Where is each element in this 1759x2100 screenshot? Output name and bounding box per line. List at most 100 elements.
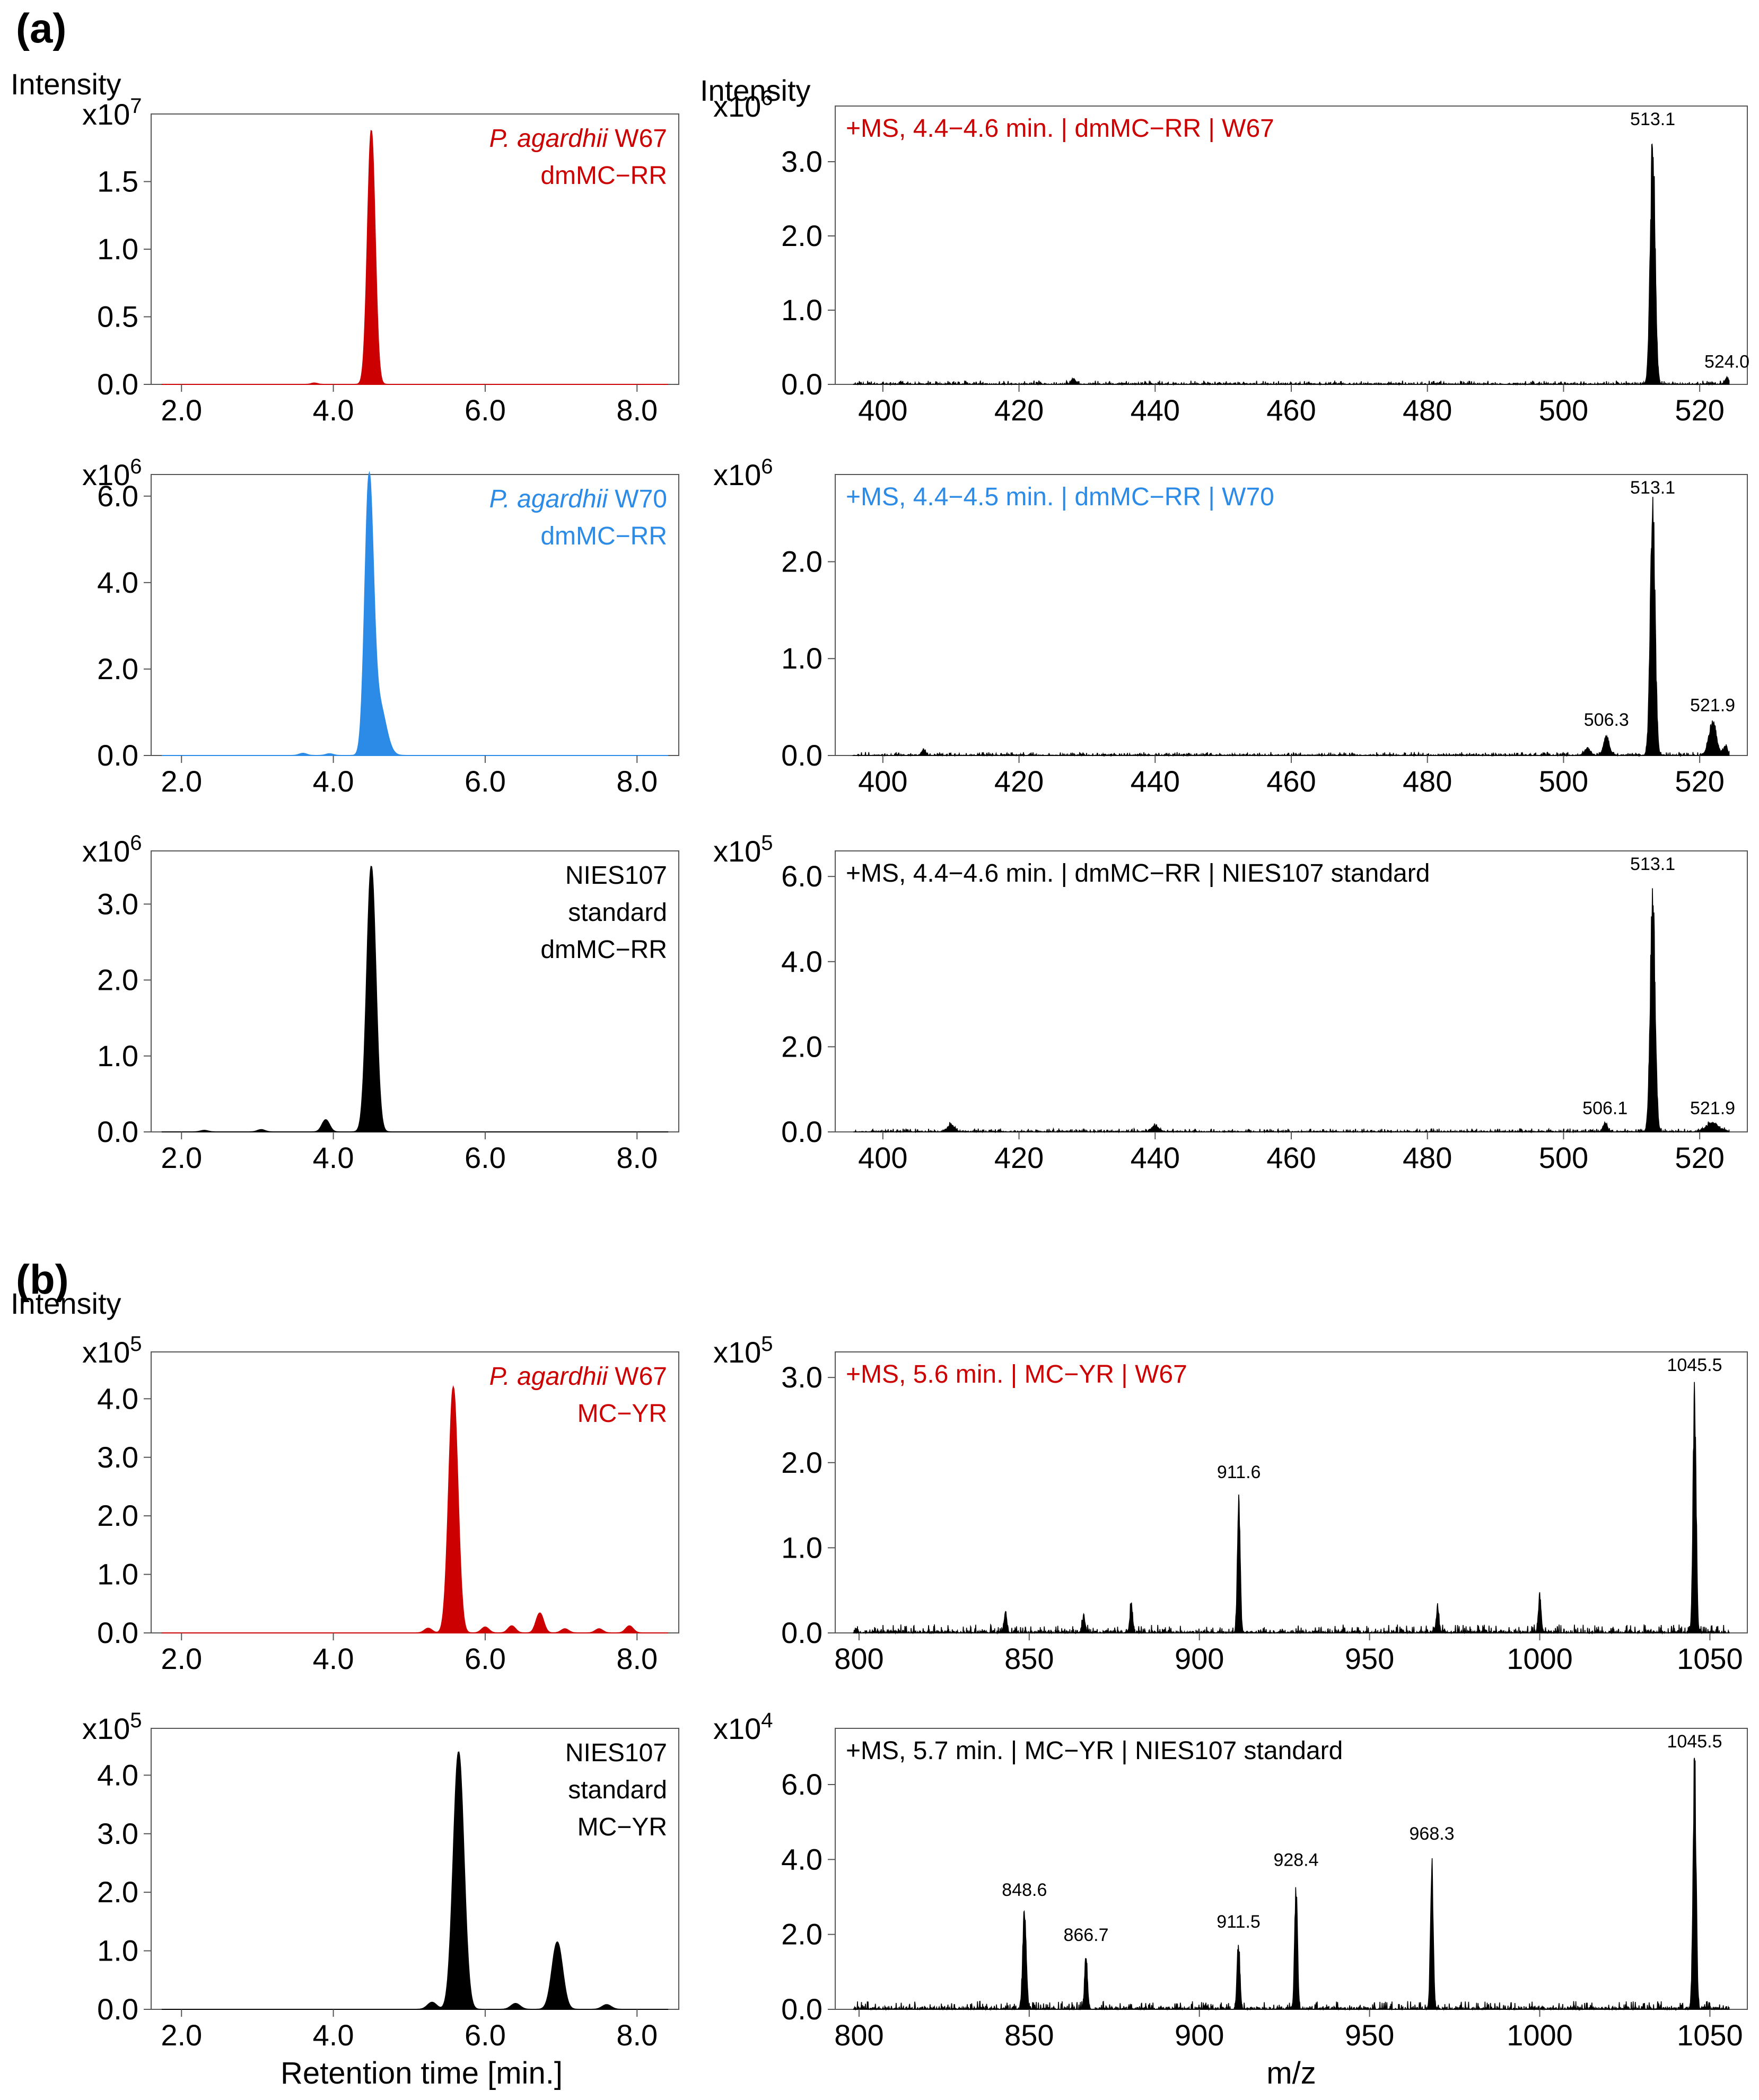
x-tick-label: 520 xyxy=(1675,1141,1724,1174)
x-tick-label: 6.0 xyxy=(465,393,506,427)
y-multiplier-exponent: 6 xyxy=(130,831,142,855)
y-tick-label: 2.0 xyxy=(97,652,138,686)
legend-text: MC−YR xyxy=(577,1400,667,1428)
x-tick-label: 500 xyxy=(1539,393,1588,427)
legend-text: NIES107 xyxy=(565,862,667,890)
peak-label: 911.5 xyxy=(1217,1912,1261,1932)
y-tick-label: 2.0 xyxy=(781,219,822,252)
legend-line: dmMC−RR xyxy=(540,936,667,964)
x-tick-label: 440 xyxy=(1131,393,1180,427)
x-tick-label: 420 xyxy=(994,765,1044,798)
x-tick-label: 1050 xyxy=(1677,1642,1743,1675)
panel-a-label: (a) xyxy=(16,5,66,51)
legend-text: P. agardhii xyxy=(489,1363,609,1391)
x-tick-label: 500 xyxy=(1539,765,1588,798)
y-tick-label: 6.0 xyxy=(97,479,138,513)
x-tick-label: 480 xyxy=(1403,765,1452,798)
intensity-label-a-right: Intensity xyxy=(700,74,811,107)
y-tick-label: 0.0 xyxy=(781,1992,822,2026)
x-tick-label: 420 xyxy=(994,393,1044,427)
x-tick-label: 400 xyxy=(858,1141,907,1174)
legend-line: standard xyxy=(568,899,667,927)
legend-text: dmMC−RR xyxy=(540,936,667,964)
peak-label: 513.1 xyxy=(1630,109,1675,129)
y-tick-label: 4.0 xyxy=(781,1842,822,1876)
x-tick-label: 400 xyxy=(858,765,907,798)
spectrum-title: +MS, 4.4−4.6 min. | dmMC−RR | NIES107 st… xyxy=(846,859,1430,888)
y-tick-label: 4.0 xyxy=(97,1382,138,1415)
chart-b2-ms: 800 850 900 950 1000 10500.02.04.06.0x104+MS,… xyxy=(713,1709,1748,2052)
peak-label: 513.1 xyxy=(1630,478,1675,498)
x-tick-label: 520 xyxy=(1675,765,1724,798)
y-tick-label: 2.0 xyxy=(781,1446,822,1479)
x-tick-label: 440 xyxy=(1131,765,1180,798)
chromatogram-trace xyxy=(161,129,669,385)
x-tick-label: 520 xyxy=(1675,393,1724,427)
x-tick-label: 850 xyxy=(1004,1642,1054,1675)
peak-label: 1045.5 xyxy=(1667,1732,1722,1752)
x-tick-label: 2.0 xyxy=(161,765,202,798)
y-multiplier-exponent: 7 xyxy=(130,94,142,118)
peak-label: 521.9 xyxy=(1690,1098,1735,1118)
x-tick-label: 850 xyxy=(1004,2018,1054,2052)
x-tick-label: 2.0 xyxy=(161,1642,202,1675)
legend-strain: W70 xyxy=(608,485,667,513)
x-tick-label: 420 xyxy=(994,1141,1044,1174)
y-tick-label: 0.0 xyxy=(781,1616,822,1649)
x-tick-label: 8.0 xyxy=(616,1642,658,1675)
legend-line: standard xyxy=(568,1776,667,1804)
y-multiplier-exponent: 6 xyxy=(761,86,773,110)
peak-label: 513.1 xyxy=(1630,854,1675,874)
spectrum-title: +MS, 5.7 min. | MC−YR | NIES107 standard xyxy=(846,1737,1343,1765)
y-tick-label: 1.0 xyxy=(781,293,822,327)
panel-b-label: (b) xyxy=(16,1256,69,1303)
chromatogram-trace xyxy=(161,1385,669,1634)
x-tick-label: 4.0 xyxy=(313,393,354,427)
peak-label: 506.3 xyxy=(1584,710,1629,730)
spectrum-title: +MS, 4.4−4.5 min. | dmMC−RR | W70 xyxy=(846,483,1274,511)
legend-strain: W67 xyxy=(608,125,667,153)
y-tick-label: 6.0 xyxy=(781,859,822,893)
y-tick-label: 1.0 xyxy=(97,1558,138,1591)
x-tick-label: 6.0 xyxy=(465,1141,506,1174)
y-tick-label: 1.0 xyxy=(97,1934,138,1967)
chromatogram-trace xyxy=(161,471,669,756)
y-tick-label: 3.0 xyxy=(781,145,822,178)
y-tick-label: 0.5 xyxy=(97,300,138,333)
y-multiplier-exponent: 5 xyxy=(761,1332,773,1356)
y-tick-label: 1.0 xyxy=(97,1039,138,1073)
x-tick-label: 1050 xyxy=(1677,2018,1743,2052)
peak-label: 524.0 xyxy=(1704,352,1749,372)
x-tick-label: 8.0 xyxy=(616,2018,658,2052)
x-tick-label: 900 xyxy=(1175,2018,1224,2052)
peak-label: 911.6 xyxy=(1217,1462,1261,1482)
legend-text: P. agardhii xyxy=(489,485,609,513)
peak-label: 848.6 xyxy=(1002,1880,1047,1900)
x-tick-label: 500 xyxy=(1539,1141,1588,1174)
y-tick-label: 2.0 xyxy=(97,1499,138,1532)
legend-strain: W67 xyxy=(608,1363,667,1391)
y-tick-label: 3.0 xyxy=(781,1360,822,1394)
x-tick-label: 440 xyxy=(1131,1141,1180,1174)
x-tick-label: 2.0 xyxy=(161,393,202,427)
chart-b2-chrom: 2.0 4.0 6.0 8.00.01.02.03.04.0x105NIES107st… xyxy=(82,1709,679,2052)
x-tick-label: 460 xyxy=(1266,765,1316,798)
legend-line: P. agardhii W70 xyxy=(489,485,667,513)
x-tick-label: 4.0 xyxy=(313,1642,354,1675)
x-tick-label: 4.0 xyxy=(313,765,354,798)
y-tick-label: 2.0 xyxy=(97,1875,138,1909)
mass-spectrum-trace xyxy=(853,1382,1730,1635)
y-tick-label: 1.0 xyxy=(97,232,138,266)
legend-line: P. agardhii W67 xyxy=(489,1363,667,1391)
legend-text: dmMC−RR xyxy=(540,522,667,550)
legend-text: standard xyxy=(568,1776,667,1804)
legend-text: dmMC−RR xyxy=(540,162,667,190)
x-axis-label-retention-time: Retention time [min.] xyxy=(281,2056,563,2090)
y-tick-label: 2.0 xyxy=(781,1030,822,1063)
spectrum-title: +MS, 5.6 min. | MC−YR | W67 xyxy=(846,1360,1187,1389)
peak-label: 928.4 xyxy=(1273,1850,1318,1870)
